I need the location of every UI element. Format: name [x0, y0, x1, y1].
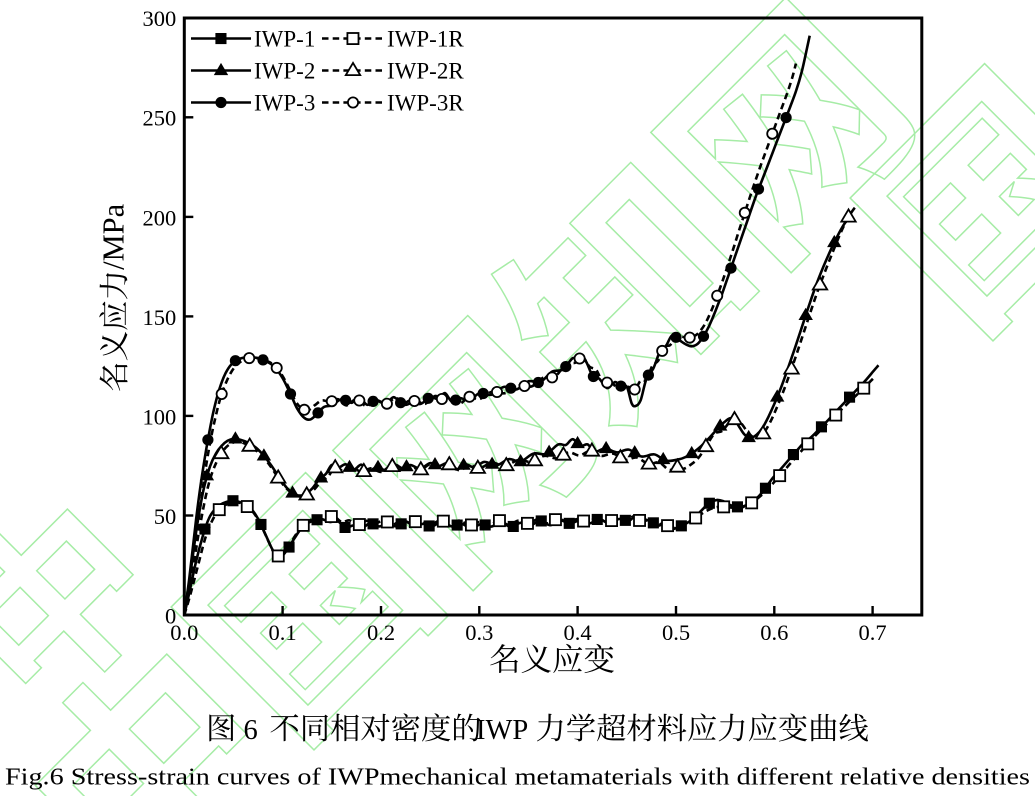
svg-text:6: 6 — [244, 715, 258, 746]
svg-text:0.0: 0.0 — [170, 620, 198, 645]
svg-text:0: 0 — [165, 603, 176, 628]
svg-text:150: 150 — [143, 305, 177, 330]
svg-text:0.5: 0.5 — [662, 620, 690, 645]
svg-text:0.4: 0.4 — [564, 620, 592, 645]
svg-text:200: 200 — [143, 205, 177, 230]
svg-text:IWP-3: IWP-3 — [254, 91, 315, 116]
svg-text:IWP-2R: IWP-2R — [387, 59, 464, 84]
svg-text:50: 50 — [154, 504, 177, 529]
svg-text:0.3: 0.3 — [465, 620, 493, 645]
svg-text:Fig.6 Stress-strain curves of: Fig.6 Stress-strain curves of IWPmechani… — [5, 764, 1030, 791]
svg-text:300: 300 — [143, 6, 177, 31]
svg-text:IWP-1R: IWP-1R — [387, 27, 464, 52]
svg-text:IWP-1: IWP-1 — [254, 27, 315, 52]
svg-text:IWP-3R: IWP-3R — [387, 91, 464, 116]
svg-text:IWP: IWP — [476, 715, 528, 746]
svg-text:250: 250 — [143, 106, 177, 131]
svg-text:0.7: 0.7 — [859, 620, 887, 645]
svg-text:/MPa: /MPa — [96, 203, 130, 270]
svg-text:0.6: 0.6 — [760, 620, 788, 645]
svg-text:0.1: 0.1 — [269, 620, 297, 645]
svg-text:IWP-2: IWP-2 — [254, 59, 315, 84]
svg-text:0.2: 0.2 — [367, 620, 395, 645]
svg-text:100: 100 — [143, 404, 177, 429]
